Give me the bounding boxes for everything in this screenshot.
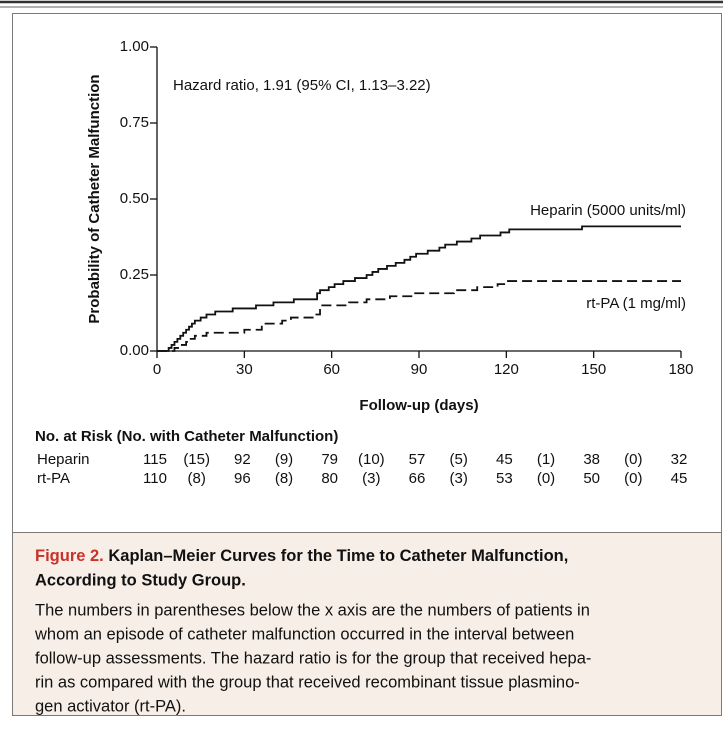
risk-events: (3) — [362, 470, 380, 487]
y-tick-label: 1.00 — [120, 38, 149, 55]
risk-count: 66 — [409, 470, 426, 487]
risk-count: 50 — [583, 470, 600, 487]
caption-label: Figure 2. — [35, 547, 104, 565]
x-tick-label: 60 — [323, 361, 340, 378]
caption-title: Figure 2. Kaplan–Meier Curves for the Ti… — [35, 547, 568, 565]
x-tick-label: 90 — [411, 361, 428, 378]
x-tick-label: 120 — [494, 361, 519, 378]
y-tick-label: 0.25 — [120, 266, 149, 283]
risk-events: (0) — [537, 470, 555, 487]
km-curve — [157, 225, 681, 352]
risk-count: 57 — [409, 451, 426, 468]
risk-events: (8) — [275, 470, 293, 487]
y-tick-label: 0.00 — [120, 342, 149, 359]
risk-events: (8) — [187, 470, 205, 487]
km-curve — [157, 280, 681, 352]
risk-count: 53 — [496, 470, 513, 487]
risk-count: 45 — [671, 470, 688, 487]
risk-events: (15) — [183, 451, 210, 468]
risk-events: (10) — [358, 451, 385, 468]
x-tick-label: 30 — [236, 361, 253, 378]
caption-box — [12, 532, 722, 716]
y-axis-label: Probability of Catheter Malfunction — [86, 74, 103, 323]
risk-count: 92 — [234, 451, 251, 468]
risk-events: (0) — [624, 470, 642, 487]
risk-count: 115 — [143, 451, 167, 468]
risk-events: (3) — [449, 470, 467, 487]
x-tick-label: 150 — [581, 361, 606, 378]
caption-title-line: According to Study Group. — [35, 571, 246, 589]
risk-events: (0) — [624, 451, 642, 468]
series-label: rt-PA (1 mg/ml) — [586, 295, 686, 312]
series-label: Heparin (5000 units/ml) — [530, 202, 686, 219]
annotation: Hazard ratio, 1.91 (95% CI, 1.13–3.22) — [173, 77, 431, 94]
risk-count: 32 — [671, 451, 688, 468]
caption-body-line: rin as compared with the group that rece… — [35, 673, 580, 691]
risk-events: (9) — [275, 451, 293, 468]
caption-body-line: whom an episode of catheter malfunction … — [34, 625, 574, 643]
risk-events: (5) — [449, 451, 467, 468]
risk-count: 96 — [234, 470, 251, 487]
risk-count: 38 — [583, 451, 600, 468]
risk-count: 110 — [143, 470, 167, 487]
y-tick-label: 0.75 — [120, 114, 149, 131]
x-axis-label: Follow-up (days) — [359, 397, 478, 414]
caption-body-line: follow-up assessments. The hazard ratio … — [35, 649, 591, 667]
caption: Figure 2. Kaplan–Meier Curves for the Ti… — [34, 547, 591, 715]
risk-count: 79 — [321, 451, 338, 468]
y-tick-label: 0.50 — [120, 190, 149, 207]
risk-row-name: Heparin — [37, 451, 90, 468]
caption-body-line: The numbers in parentheses below the x a… — [35, 601, 590, 619]
risk-count: 45 — [496, 451, 513, 468]
caption-body-line: gen activator (rt-PA). — [35, 697, 186, 715]
risk-count: 80 — [321, 470, 338, 487]
x-tick-label: 0 — [153, 361, 161, 378]
risk-row-name: rt-PA — [37, 470, 70, 487]
risk-events: (1) — [537, 451, 555, 468]
x-tick-label: 180 — [668, 361, 693, 378]
caption-title-line: Kaplan–Meier Curves for the Time to Cath… — [108, 547, 568, 565]
risk-table-title: No. at Risk (No. with Catheter Malfuncti… — [35, 428, 338, 445]
